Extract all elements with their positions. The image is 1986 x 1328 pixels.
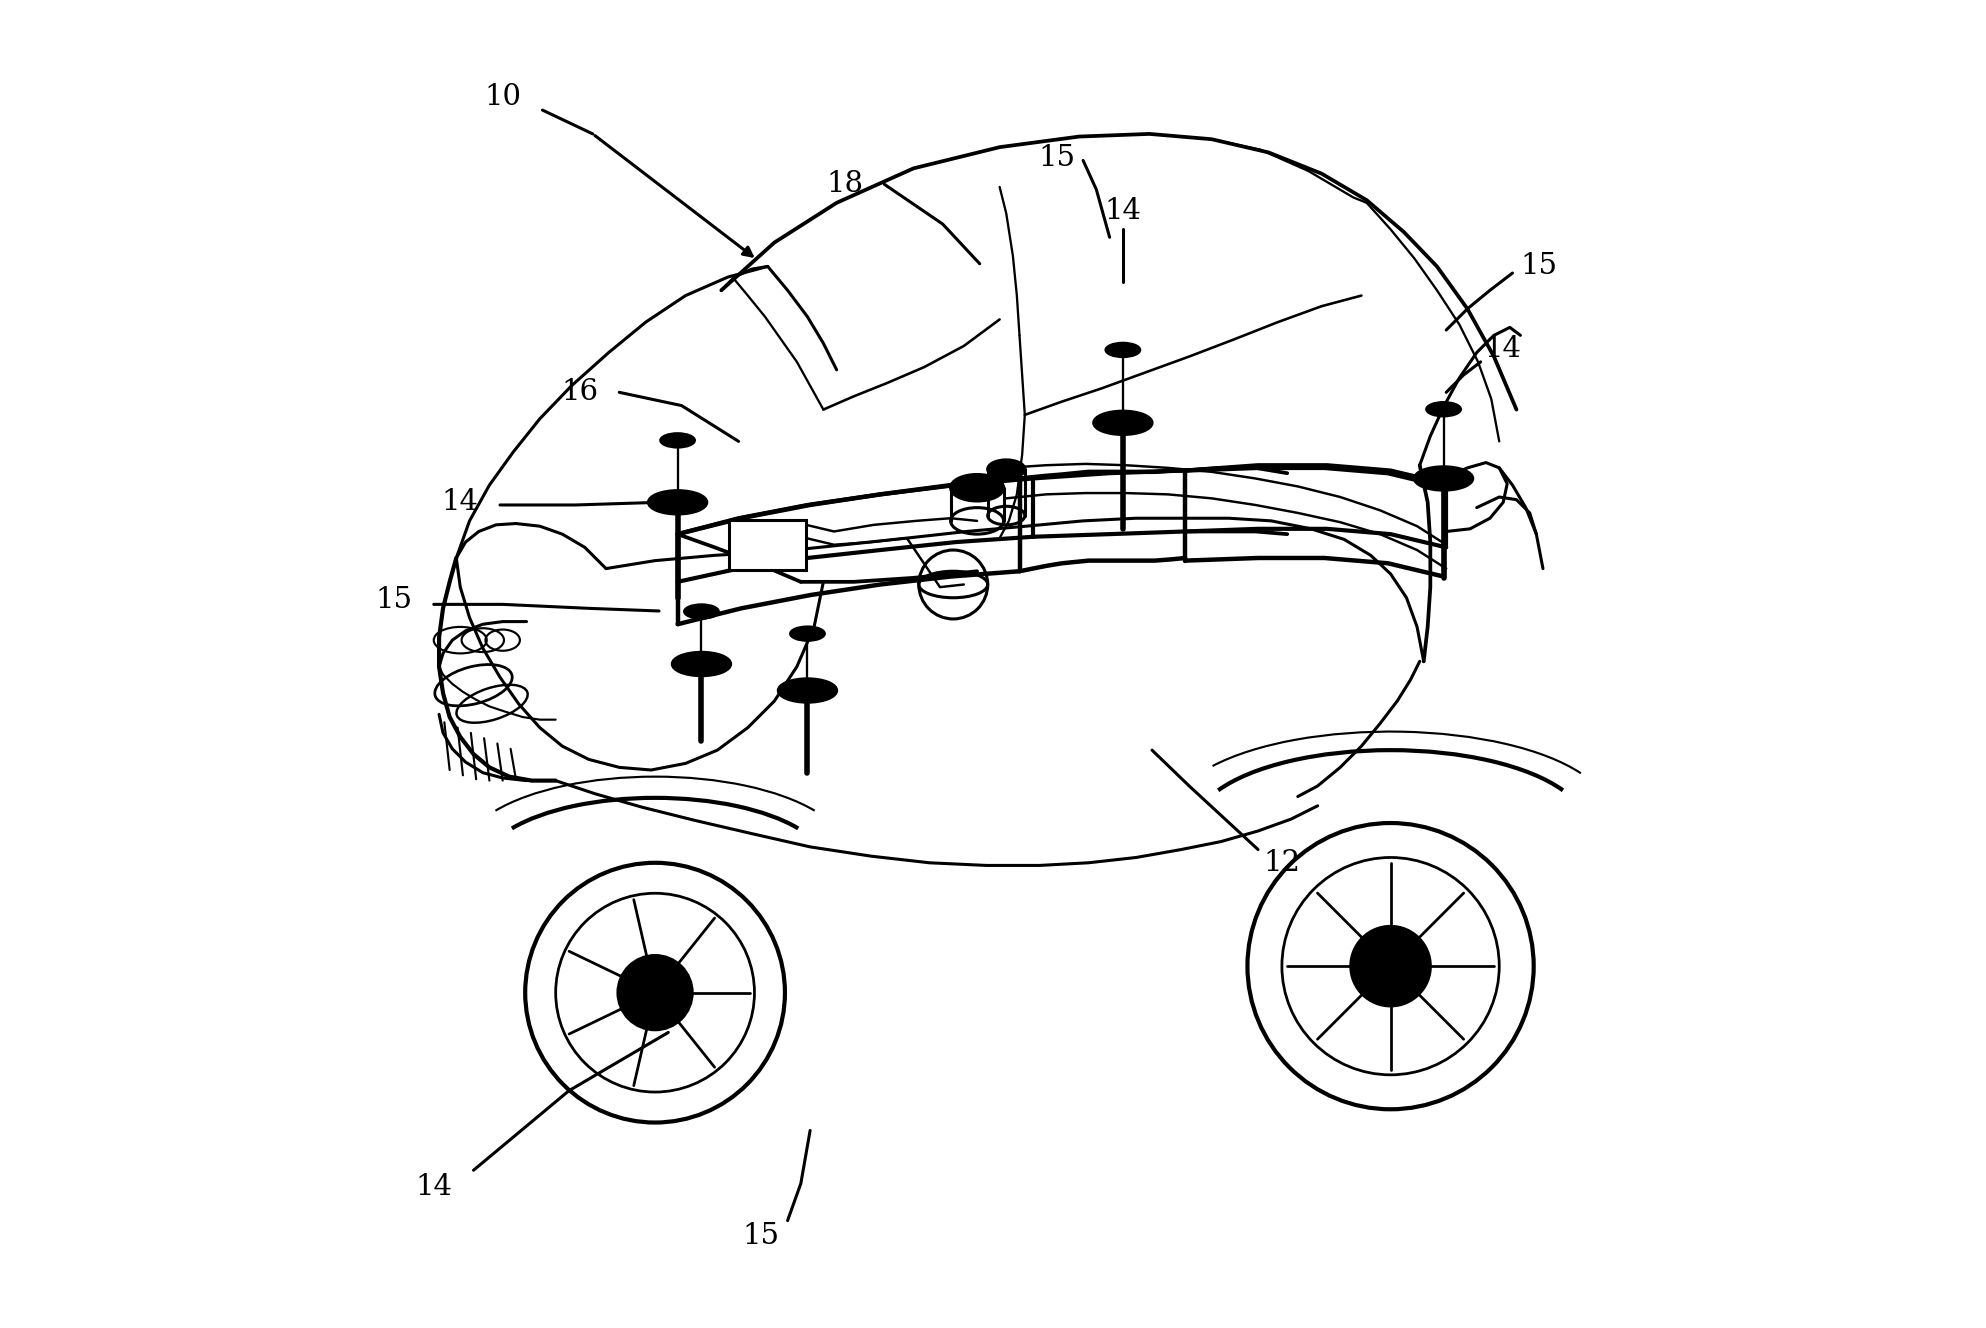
Text: 12: 12 [1263,849,1301,876]
Ellipse shape [1094,412,1152,434]
Text: 14: 14 [1486,335,1521,363]
Ellipse shape [659,433,695,448]
Text: 14: 14 [441,489,479,517]
Ellipse shape [987,459,1025,478]
Text: 10: 10 [485,82,520,110]
Text: 15: 15 [1039,143,1074,171]
Text: 15: 15 [1521,252,1557,280]
Circle shape [1376,952,1406,981]
Ellipse shape [951,474,1003,501]
Text: 14: 14 [415,1174,453,1202]
Circle shape [798,683,816,699]
Text: 15: 15 [743,1223,780,1251]
Ellipse shape [673,652,731,676]
Ellipse shape [1106,343,1140,357]
Ellipse shape [779,679,836,703]
Ellipse shape [1414,467,1474,490]
Text: 14: 14 [1104,197,1142,224]
Ellipse shape [649,490,707,514]
Circle shape [1350,927,1430,1005]
Text: 15: 15 [375,587,413,615]
Circle shape [1436,470,1452,486]
Circle shape [618,956,693,1029]
Circle shape [641,980,669,1005]
Bar [729,519,806,570]
Text: 16: 16 [560,378,598,406]
Ellipse shape [790,627,824,641]
Circle shape [693,656,709,672]
Text: 18: 18 [826,170,864,198]
Circle shape [1114,414,1132,432]
Ellipse shape [683,604,719,619]
Ellipse shape [1426,402,1462,417]
Circle shape [669,494,685,510]
